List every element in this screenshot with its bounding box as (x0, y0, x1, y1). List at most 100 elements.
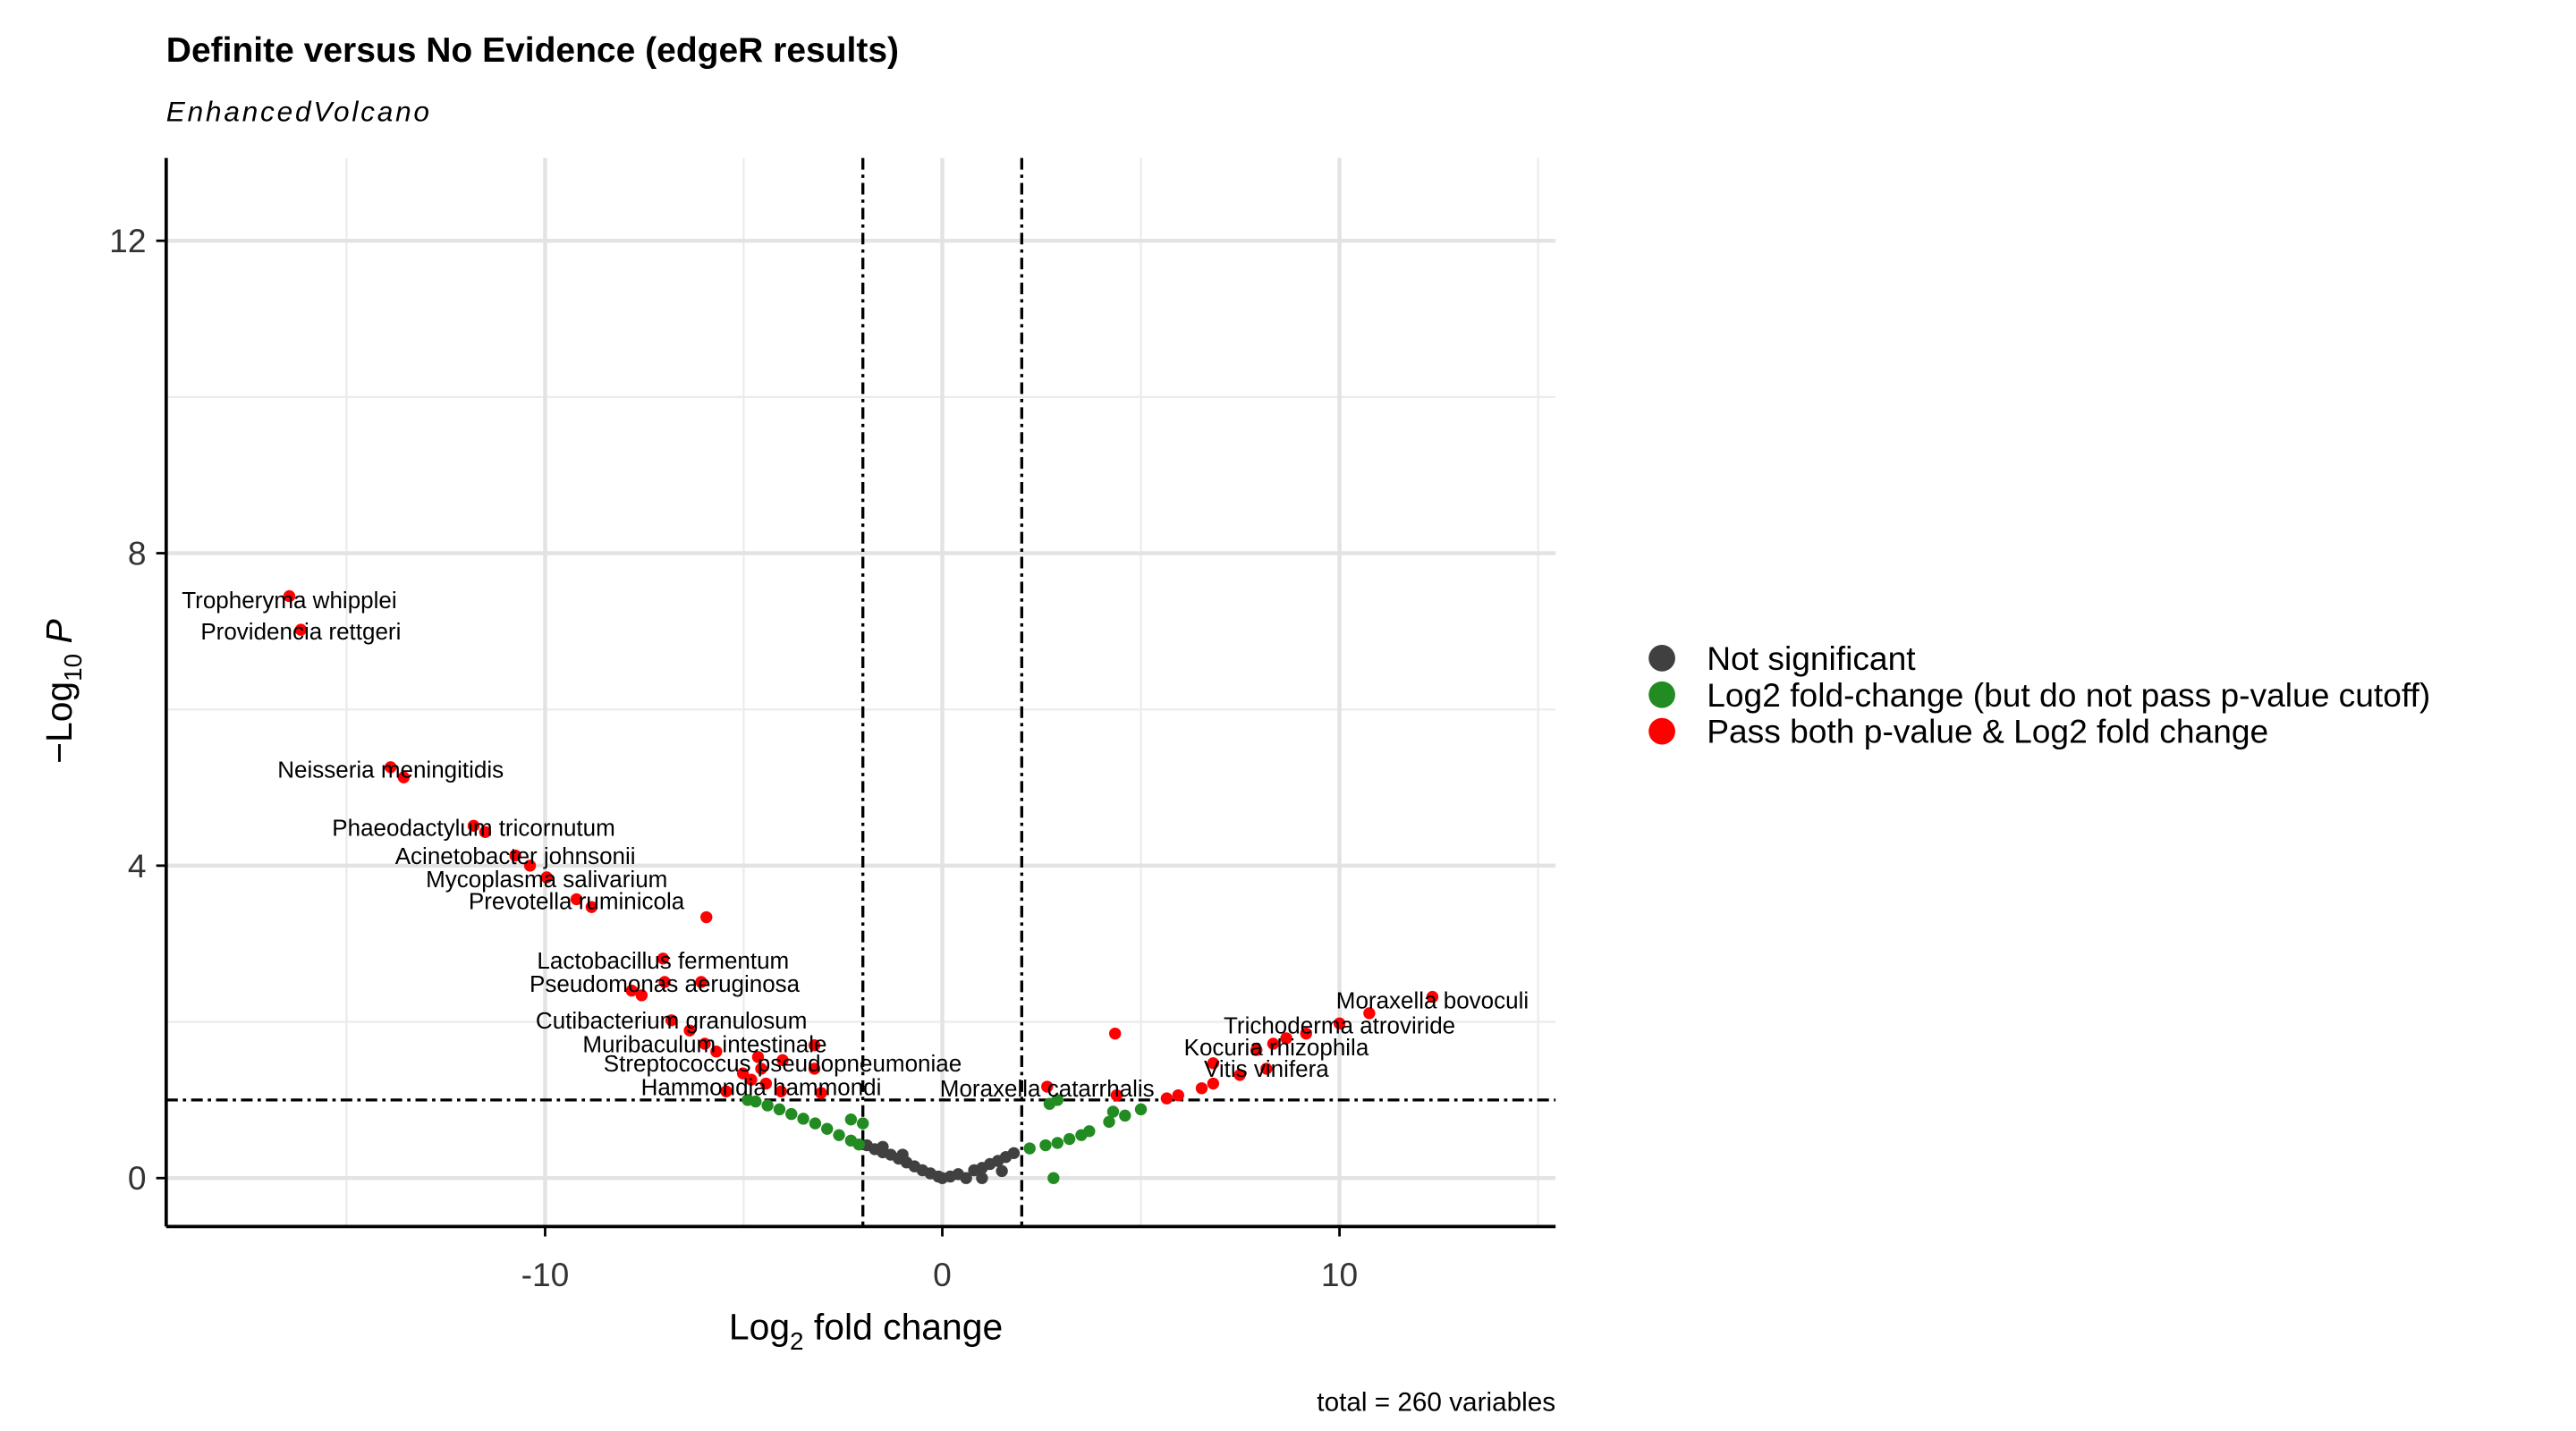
point (1300, 1027, 1312, 1040)
x-tick-label: 0 (933, 1256, 952, 1293)
point (1134, 1103, 1148, 1116)
point (699, 1037, 711, 1050)
y-tick-label: 0 (128, 1159, 147, 1197)
point (509, 849, 521, 862)
x-axis-label: Log2 fold change (729, 1307, 1003, 1355)
point (720, 1085, 733, 1097)
legend-label: Not significant (1707, 639, 1916, 677)
point (755, 1063, 767, 1075)
point (1039, 1139, 1052, 1152)
point (540, 871, 553, 884)
point (776, 1054, 789, 1067)
x-tick-label: -10 (521, 1256, 570, 1293)
point (745, 1073, 758, 1086)
point (809, 1117, 822, 1130)
point (976, 1172, 988, 1184)
point (833, 1129, 845, 1141)
point (852, 1138, 865, 1151)
point (397, 771, 411, 783)
point (710, 1046, 723, 1058)
point-label: Kocuria rhizophila (1184, 1034, 1369, 1061)
point (750, 1095, 762, 1108)
point (960, 1172, 972, 1184)
point (1108, 1027, 1122, 1040)
x-axis-label-part: fold change (804, 1307, 1004, 1348)
point-label: Vitis vinifera (1204, 1055, 1329, 1082)
legend-marker (1648, 681, 1675, 708)
point (857, 1117, 869, 1130)
point (797, 1113, 809, 1125)
point-label: Hammondia hammondi (641, 1073, 882, 1100)
point (1267, 1037, 1280, 1050)
grid (165, 157, 1556, 1227)
point (283, 589, 296, 603)
point (1260, 1063, 1273, 1075)
point (523, 859, 537, 872)
point (844, 1113, 858, 1126)
point (658, 976, 671, 988)
point (1207, 1057, 1220, 1070)
point (1363, 1007, 1376, 1020)
point (877, 1140, 889, 1153)
y-tick-label: 8 (128, 535, 147, 572)
point-label: Streptococcus pseudopneumoniae (604, 1050, 962, 1077)
point-label: Tropheryma whipplei (182, 587, 396, 614)
chart-subtitle: EnhancedVolcano (166, 96, 432, 128)
point (751, 1051, 765, 1063)
point (1119, 1109, 1131, 1122)
point (700, 910, 713, 924)
legend-marker (1648, 717, 1675, 745)
point (1280, 1032, 1292, 1045)
point (1023, 1142, 1036, 1155)
caption: total = 260 variables (1317, 1388, 1555, 1418)
x-axis-label-part: Log (729, 1307, 790, 1348)
point (821, 1122, 834, 1135)
point (1195, 1082, 1208, 1095)
point (736, 1067, 750, 1080)
legend-label: Log2 fold-change (but do not pass p-valu… (1707, 676, 2430, 714)
point (585, 901, 598, 913)
point (625, 984, 638, 997)
point-label: Trichoderma atroviride (1224, 1012, 1455, 1038)
point (1106, 1105, 1120, 1118)
chart-title: Definite versus No Evidence (edgeR resul… (166, 31, 899, 70)
y-tick-label: 12 (109, 222, 146, 259)
point-label: Phaeodactylum tricornutum (332, 814, 614, 841)
point (775, 1085, 787, 1097)
point-label: Cutibacterium granulosum (536, 1007, 807, 1034)
point (683, 1024, 696, 1037)
point (808, 1039, 821, 1052)
point-label: Prevotella ruminicola (469, 887, 685, 914)
point-label: Moraxella bovoculi (1336, 986, 1529, 1013)
point (1160, 1092, 1174, 1105)
point (785, 1107, 798, 1121)
point (1047, 1172, 1060, 1184)
point (1103, 1115, 1115, 1129)
point (761, 1099, 774, 1112)
point (385, 761, 397, 774)
point (808, 1063, 821, 1075)
point (467, 819, 480, 833)
point (815, 1087, 827, 1099)
legend-label: Pass both p-value & Log2 fold change (1707, 713, 2268, 750)
point (1063, 1132, 1076, 1146)
point (570, 893, 583, 906)
point (1172, 1088, 1184, 1102)
point (1333, 1017, 1346, 1029)
point-label: Mycoplasma salivarium (426, 866, 667, 893)
point (1110, 1088, 1123, 1102)
point (635, 989, 648, 1002)
point-label: Muribaculum intestinale (582, 1030, 826, 1057)
point (1250, 1044, 1263, 1056)
point-label: Lactobacillus fermentum (537, 947, 789, 974)
point (1426, 990, 1439, 1003)
point (773, 1103, 786, 1116)
point (479, 826, 492, 839)
point (996, 1164, 1008, 1178)
point (1207, 1077, 1220, 1090)
point-label: Providencia rettgeri (200, 618, 401, 645)
y-axis-label-part: P (38, 619, 80, 654)
x-tick-label: 10 (1321, 1256, 1358, 1293)
